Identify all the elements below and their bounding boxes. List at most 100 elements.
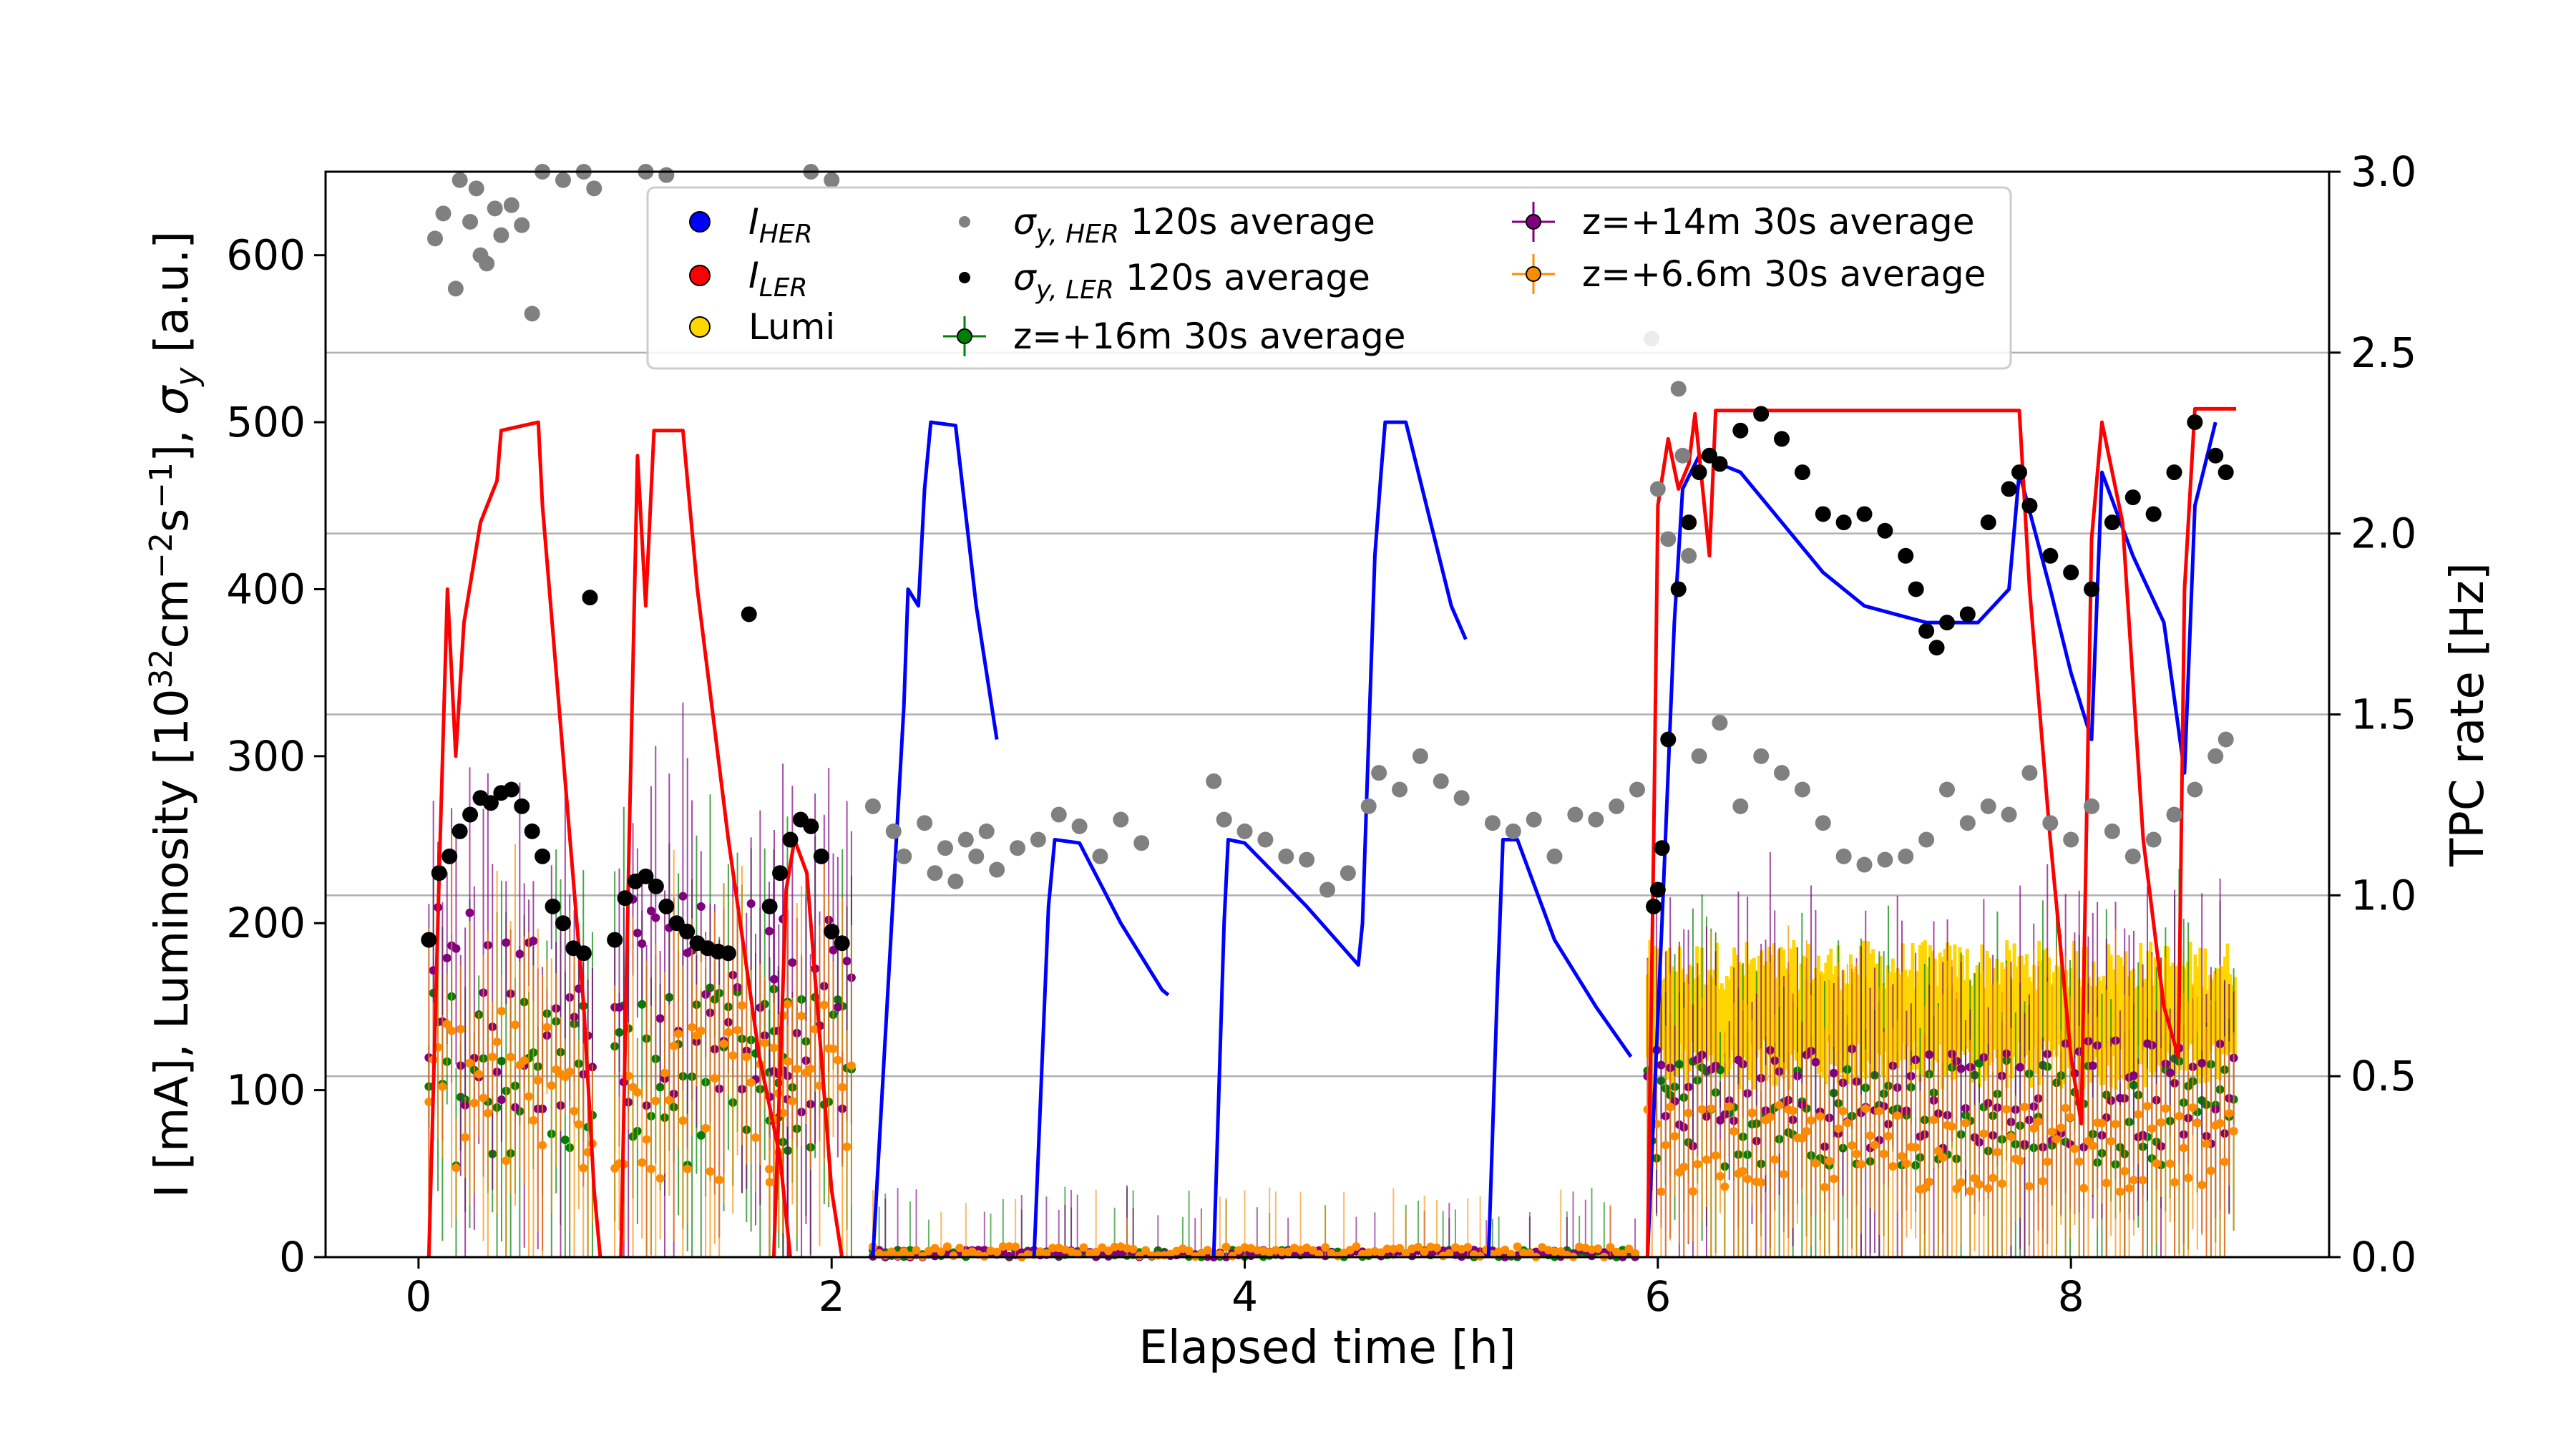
series-i-her (871, 420, 2218, 1258)
data-point (2175, 1112, 2184, 1121)
data-point (1691, 464, 1707, 481)
data-point (1770, 1155, 1780, 1164)
data-point (1284, 1247, 1293, 1256)
data-point (479, 255, 495, 272)
data-point (2088, 1141, 2097, 1151)
data-point (1420, 1247, 1429, 1256)
data-point (696, 1130, 706, 1140)
data-point (833, 1002, 842, 1012)
data-point (1011, 1242, 1020, 1251)
data-point (1092, 848, 1108, 864)
data-point (555, 172, 571, 188)
data-point (1505, 823, 1521, 839)
data-point (456, 1025, 465, 1034)
data-point (1947, 1122, 1956, 1131)
legend-label: ILER (748, 255, 808, 303)
y-axis-left-label-part: s (146, 509, 199, 532)
data-point (1657, 1060, 1666, 1070)
data-point (542, 1022, 552, 1032)
data-point (1879, 1149, 1888, 1158)
data-point (1104, 1246, 1113, 1256)
data-point (1875, 1106, 1884, 1115)
data-point (2063, 831, 2079, 848)
data-point (1989, 1173, 1998, 1183)
data-point (1670, 381, 1687, 397)
data-point (1729, 1127, 1739, 1136)
data-point (1980, 514, 1996, 531)
data-point (737, 1001, 746, 1010)
data-point (1693, 1160, 1702, 1169)
y-axis-left-label-part (146, 415, 199, 429)
data-point (1938, 615, 1955, 631)
data-point (617, 890, 633, 907)
data-point (2120, 1166, 2129, 1176)
data-point (586, 180, 602, 197)
y-axis-left-label-part: [a.u.] (146, 231, 199, 368)
data-point (1042, 1249, 1051, 1258)
data-point (683, 1164, 692, 1173)
data-point (1657, 1187, 1666, 1196)
data-point (1519, 1249, 1528, 1258)
data-point (1732, 422, 1749, 439)
data-point (1870, 1141, 1879, 1150)
data-point (829, 1044, 838, 1053)
data-point (2206, 1166, 2215, 1176)
data-point (1649, 881, 1666, 898)
data-point (803, 818, 819, 834)
data-point (783, 1000, 792, 1009)
data-point (706, 1167, 715, 1176)
data-point (715, 1176, 724, 1185)
data-point (1815, 1112, 1825, 1121)
legend-label-main: Lumi (748, 306, 835, 348)
data-point (1929, 1115, 1938, 1125)
data-point (2084, 581, 2100, 597)
data-point (1679, 1162, 1689, 1171)
data-point (765, 1178, 774, 1187)
data-point (502, 938, 511, 947)
data-point (2002, 1105, 2011, 1114)
data-point (1236, 823, 1253, 839)
data-point (2104, 514, 2120, 531)
data-point (655, 1173, 665, 1183)
data-point (535, 848, 551, 864)
legend-entry: σy, LER 120s average (959, 257, 1370, 305)
data-point (937, 1247, 946, 1256)
data-point (452, 944, 461, 953)
data-point (1609, 798, 1625, 814)
legend-marker (1526, 266, 1541, 282)
data-point (1938, 781, 1955, 798)
data-point (723, 1027, 733, 1037)
data-point (648, 878, 664, 894)
y-axis-left-label-part: σ (146, 384, 199, 415)
data-point (1938, 1153, 1948, 1162)
legend-marker (959, 216, 970, 228)
data-point (447, 1026, 457, 1035)
data-point (1720, 1182, 1729, 1191)
data-point (435, 205, 452, 222)
data-point (1606, 1243, 1615, 1252)
data-point (2218, 731, 2234, 748)
data-point (772, 865, 789, 881)
data-point (1513, 1242, 1522, 1251)
data-point (674, 1029, 683, 1038)
data-point (1757, 1178, 1766, 1187)
data-point (468, 180, 484, 197)
data-point (885, 823, 902, 839)
y-left-tick-label: 400 (226, 565, 306, 613)
data-point (514, 217, 530, 233)
data-point (1684, 1108, 1693, 1118)
data-point (2043, 1157, 2052, 1166)
data-point (1952, 1184, 1961, 1193)
data-point (896, 848, 912, 864)
data-point (547, 1081, 556, 1090)
data-point (2207, 748, 2224, 764)
data-point (633, 929, 642, 938)
data-point (1712, 715, 1728, 731)
data-point (1920, 1183, 1929, 1193)
data-point (638, 1158, 647, 1167)
data-point (1071, 818, 1088, 834)
y-left-tick-label: 200 (226, 899, 306, 947)
data-point (2051, 1135, 2061, 1144)
data-point (1594, 1244, 1603, 1254)
data-point (579, 1163, 588, 1173)
